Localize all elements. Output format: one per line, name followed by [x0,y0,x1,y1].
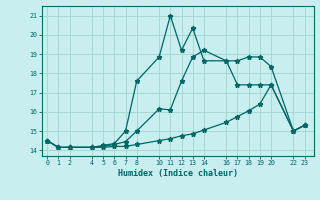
X-axis label: Humidex (Indice chaleur): Humidex (Indice chaleur) [118,169,237,178]
